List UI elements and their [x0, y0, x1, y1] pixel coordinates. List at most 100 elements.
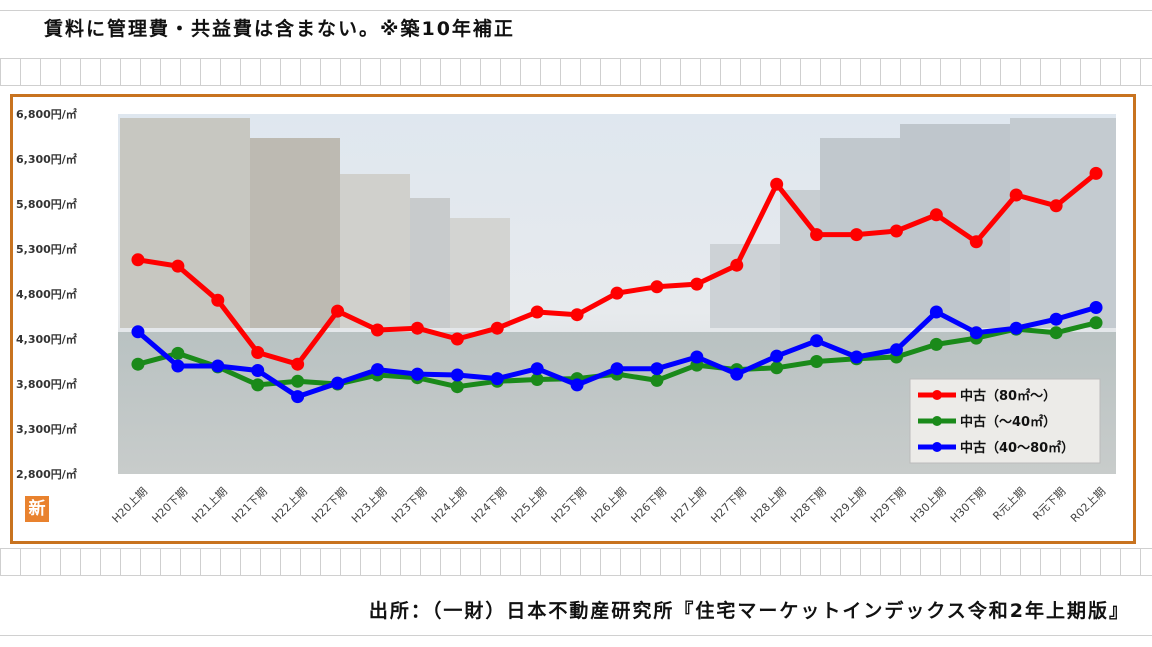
data-point	[530, 362, 544, 376]
y-tick-label: 4,800円/㎡	[16, 287, 77, 301]
data-point	[171, 259, 185, 273]
legend-label: 中古（～40㎡）	[960, 414, 1056, 430]
legend-label: 中古（40～80㎡）	[960, 440, 1074, 456]
divider-line	[0, 575, 1152, 576]
data-point	[530, 305, 544, 319]
line-chart: 2,800円/㎡ 3,300円/㎡ 3,800円/㎡ 4,300円/㎡ 4,800円/㎡…	[16, 107, 1116, 526]
data-point	[171, 346, 185, 360]
x-tick-label: H27上期	[668, 485, 709, 526]
data-point	[1009, 321, 1023, 335]
y-tick-label: 5,300円/㎡	[16, 242, 77, 256]
x-tick-label: H22下期	[309, 485, 350, 526]
x-tick-label: H21下期	[229, 485, 270, 526]
legend-marker	[932, 442, 942, 452]
data-point	[690, 277, 704, 291]
data-point	[171, 359, 185, 373]
data-point	[1049, 312, 1063, 326]
data-point	[1049, 199, 1063, 213]
data-point	[370, 363, 384, 377]
data-point	[291, 357, 305, 371]
data-point	[850, 228, 864, 242]
data-point	[889, 343, 903, 357]
y-tick-label: 3,800円/㎡	[16, 377, 77, 391]
data-point	[969, 235, 983, 249]
data-point	[850, 350, 864, 364]
y-tick-label: 6,300円/㎡	[16, 152, 77, 166]
x-tick-label: H28下期	[788, 485, 829, 526]
data-point	[730, 258, 744, 272]
data-point	[570, 308, 584, 322]
legend: 中古（80㎡～） 中古（～40㎡） 中古（40～80㎡）	[909, 378, 1101, 464]
data-point	[969, 326, 983, 340]
data-point	[291, 374, 305, 388]
x-tick-label: H26上期	[589, 485, 630, 526]
data-point	[450, 368, 464, 382]
y-tick-label: 6,800円/㎡	[16, 107, 77, 121]
ruled-band-top	[0, 58, 1152, 86]
x-tick-label: H29下期	[868, 485, 909, 526]
data-point	[211, 359, 225, 373]
data-point	[530, 373, 544, 386]
data-point	[331, 304, 345, 318]
x-tick-label: R02上期	[1068, 485, 1108, 525]
x-tick-label: H23上期	[349, 485, 390, 526]
legend-label: 中古（80㎡～）	[960, 388, 1056, 404]
data-point	[251, 378, 265, 392]
x-tick-label: H23下期	[389, 485, 430, 526]
x-tick-label: R元下期	[1030, 485, 1068, 523]
x-tick-label: H24上期	[429, 485, 470, 526]
data-point	[650, 362, 664, 376]
data-point	[650, 280, 664, 294]
new-badge: 新	[25, 496, 49, 522]
x-tick-label: H22上期	[269, 485, 310, 526]
data-point	[490, 372, 504, 386]
x-tick-label: H28上期	[748, 485, 789, 526]
data-point	[610, 362, 624, 376]
y-tick-label: 4,300円/㎡	[16, 332, 77, 346]
x-tick-label: H24下期	[469, 485, 510, 526]
rent-note: 賃料に管理費・共益費は含まない。※築10年補正	[44, 18, 515, 40]
x-tick-label: R元上期	[990, 485, 1028, 523]
legend-marker	[932, 390, 942, 400]
data-point	[410, 367, 424, 381]
data-point	[929, 208, 943, 222]
x-tick-label: H29上期	[828, 485, 869, 526]
data-point	[331, 376, 345, 390]
data-point	[570, 378, 584, 392]
data-point	[730, 367, 744, 381]
data-point	[1089, 166, 1103, 180]
data-point	[650, 373, 664, 387]
x-tick-label: H27下期	[708, 485, 749, 526]
x-tick-label: H30下期	[948, 485, 989, 526]
legend-marker	[932, 416, 942, 426]
y-tick-label: 2,800円/㎡	[16, 467, 77, 481]
data-point	[610, 286, 624, 300]
ruled-band-bottom	[0, 548, 1152, 576]
source-note: 出所：（一財）日本不動産研究所『住宅マーケットインデックス令和2年上期版』	[368, 600, 1130, 622]
data-point	[131, 325, 145, 339]
x-tick-label: H25下期	[549, 485, 590, 526]
data-point	[490, 321, 504, 335]
x-tick-label: H20下期	[149, 485, 190, 526]
y-tick-label: 3,300円/㎡	[16, 422, 77, 436]
x-tick-label: H21上期	[189, 485, 230, 526]
data-point	[690, 350, 704, 364]
data-point	[770, 349, 784, 363]
data-point	[929, 305, 943, 319]
x-tick-label: H26下期	[629, 485, 670, 526]
data-point	[929, 337, 943, 351]
data-point	[410, 321, 424, 335]
data-point	[251, 364, 265, 377]
data-point	[1089, 316, 1103, 330]
x-tick-label: H30上期	[908, 485, 949, 526]
divider-line	[0, 10, 1152, 11]
data-point	[251, 346, 265, 359]
data-point	[889, 224, 903, 238]
data-point	[810, 355, 824, 368]
data-point	[1089, 301, 1103, 314]
data-point	[131, 253, 145, 267]
y-tick-label: 5,800円/㎡	[16, 197, 77, 211]
data-point	[131, 357, 145, 371]
data-point	[770, 177, 784, 191]
data-point	[450, 380, 464, 394]
